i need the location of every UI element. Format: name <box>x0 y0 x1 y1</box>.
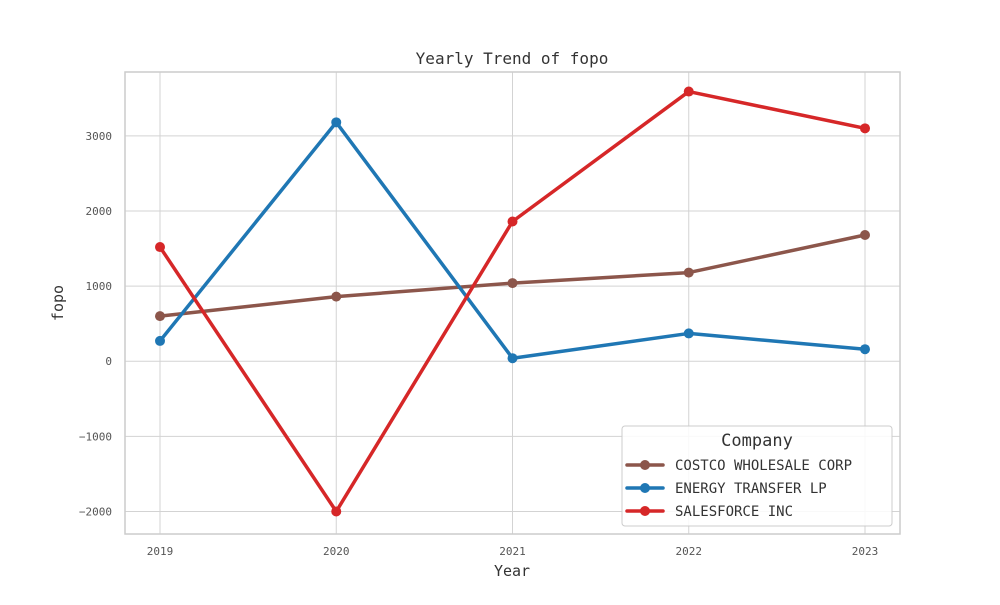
data-point <box>331 117 342 128</box>
legend-label: SALESFORCE INC <box>675 504 793 520</box>
x-axis-title: Year <box>494 562 530 580</box>
data-point <box>683 328 694 339</box>
y-tick-label: 0 <box>105 355 112 368</box>
plot-frame <box>124 71 901 535</box>
y-axis-title: fopo <box>49 285 67 321</box>
legend-box <box>621 425 893 527</box>
data-point <box>683 267 694 278</box>
x-tick-label: 2023 <box>852 545 879 558</box>
x-tick-label: 2022 <box>676 545 703 558</box>
legend-swatch-marker <box>640 460 650 470</box>
data-point <box>331 506 342 517</box>
data-point <box>155 242 165 253</box>
y-tick-label: −2000 <box>79 505 112 518</box>
data-point <box>860 123 870 134</box>
x-tick-label: 2019 <box>147 545 174 558</box>
legend-title: Company <box>721 431 793 451</box>
y-tick-label: 3000 <box>86 130 113 143</box>
legend-label: ENERGY TRANSFER LP <box>675 481 827 497</box>
data-point <box>507 278 518 289</box>
data-point <box>507 353 518 364</box>
y-tick-label: −1000 <box>79 430 112 443</box>
tick-labels: 2019 2020 2021 2022 2023 −2000 −1000 0 1000 2000 3… <box>79 130 878 558</box>
series-layer <box>155 86 870 517</box>
y-tick-label: 1000 <box>86 280 113 293</box>
legend-label: COSTCO WHOLESALE CORP <box>675 458 852 474</box>
x-tick-label: 2020 <box>323 545 350 558</box>
data-point <box>860 230 870 241</box>
y-tick-label: 2000 <box>86 205 113 218</box>
x-tick-label: 2021 <box>499 545 526 558</box>
data-point <box>683 86 694 97</box>
legend-swatch-marker <box>640 483 650 493</box>
chart-title: Yearly Trend of fopo <box>416 49 609 68</box>
data-point <box>860 344 870 355</box>
data-point <box>155 311 165 322</box>
legend-swatch-marker <box>640 506 650 516</box>
data-point <box>507 216 518 227</box>
data-point <box>331 291 342 302</box>
legend-items: COSTCO WHOLESALE CORP ENERGY TRANSFER LP S… <box>625 458 852 520</box>
data-point <box>155 335 165 346</box>
legend: Company COSTCO WHOLESALE CORP ENERGY TRAN… <box>621 425 893 527</box>
